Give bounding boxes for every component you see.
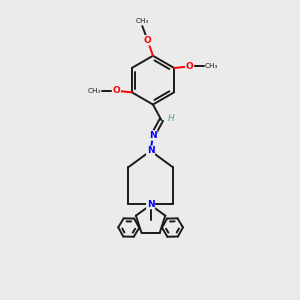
Text: O: O [144, 36, 152, 45]
Text: O: O [186, 62, 194, 71]
Text: N: N [147, 200, 154, 208]
Text: N: N [147, 146, 154, 155]
Text: CH₃: CH₃ [205, 64, 218, 70]
Text: H: H [168, 114, 175, 123]
Text: CH₃: CH₃ [88, 88, 101, 94]
Text: CH₃: CH₃ [136, 18, 149, 24]
Text: N: N [149, 131, 157, 140]
Text: O: O [112, 86, 120, 95]
